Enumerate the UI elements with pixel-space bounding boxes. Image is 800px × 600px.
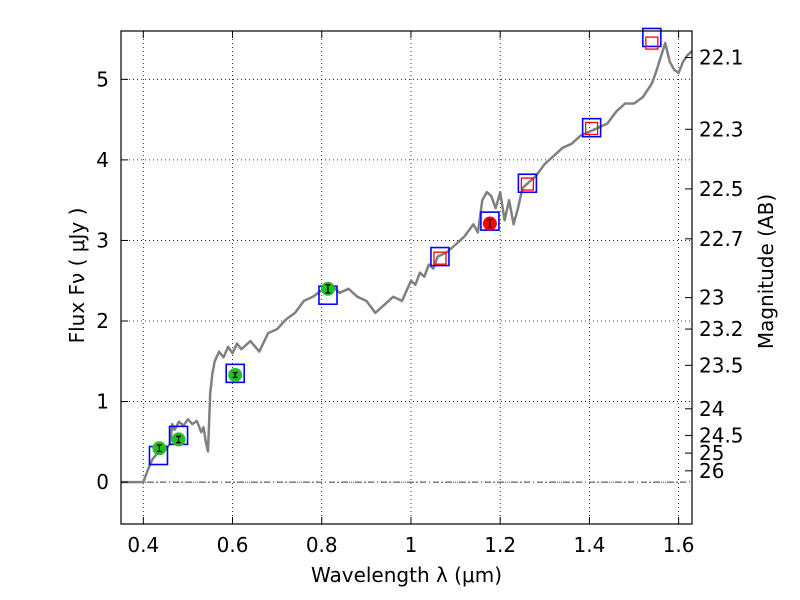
hst-photometry-square bbox=[520, 177, 535, 191]
y-axis-title-right: Magnitude (AB) bbox=[754, 194, 778, 349]
x-tick-label: 1.2 bbox=[484, 533, 516, 557]
magnitude-tick-label: 26 bbox=[699, 459, 724, 483]
x-tick-label: 0.4 bbox=[127, 533, 159, 557]
magnitude-tick-label: 24 bbox=[699, 397, 724, 421]
model-photometry-square bbox=[581, 117, 602, 138]
x-axis-title: Wavelength λ (μm) bbox=[311, 563, 502, 587]
magnitude-tick-label: 22.1 bbox=[699, 46, 744, 70]
y-tick-label: 3 bbox=[96, 228, 109, 252]
y-tick-label: 1 bbox=[96, 390, 109, 414]
photometry-layer bbox=[148, 27, 662, 466]
magnitude-tick-label: 23 bbox=[699, 286, 724, 310]
sed-curve-layer bbox=[121, 41, 693, 484]
x-tick-label: 0.6 bbox=[217, 533, 249, 557]
tick-layer bbox=[121, 31, 692, 524]
y-tick-label: 5 bbox=[96, 67, 109, 91]
magnitude-tick-label: 22.5 bbox=[699, 177, 744, 201]
model-photometry-square bbox=[517, 173, 538, 194]
y-tick-label: 2 bbox=[96, 309, 109, 333]
magnitude-tick-label: 23.2 bbox=[699, 317, 744, 341]
y-tick-label: 4 bbox=[96, 148, 109, 172]
model-photometry-square bbox=[225, 363, 245, 384]
x-tick-label: 1.6 bbox=[663, 533, 695, 557]
plot-frame bbox=[120, 30, 693, 525]
hst-photometry-square bbox=[645, 36, 659, 50]
y-axis-title-left: Flux Fν ( μJy ) bbox=[65, 208, 89, 344]
magnitude-tick-label: 22.7 bbox=[699, 227, 744, 251]
y-tick-label: 0 bbox=[96, 470, 109, 494]
model-photometry-square bbox=[642, 27, 662, 48]
magnitude-tick-label: 23.5 bbox=[699, 353, 744, 377]
magnitude-tick-label: 24.5 bbox=[699, 423, 744, 447]
x-tick-label: 0.8 bbox=[306, 533, 338, 557]
sed-model-curve bbox=[121, 41, 693, 484]
magnitude-tick-label: 25 bbox=[699, 441, 724, 465]
x-tick-label: 1.4 bbox=[573, 533, 605, 557]
tick-label-layer: 0.4 0.6 0.8 1 1.2 1.4 1.601234522.122.322.522.… bbox=[96, 46, 743, 557]
x-tick-label: 1 bbox=[405, 533, 418, 557]
hst-photometry-square bbox=[433, 251, 447, 265]
hst-photometry-square bbox=[584, 121, 599, 136]
magnitude-tick-label: 22.3 bbox=[699, 117, 744, 141]
model-photometry-square bbox=[430, 246, 450, 267]
